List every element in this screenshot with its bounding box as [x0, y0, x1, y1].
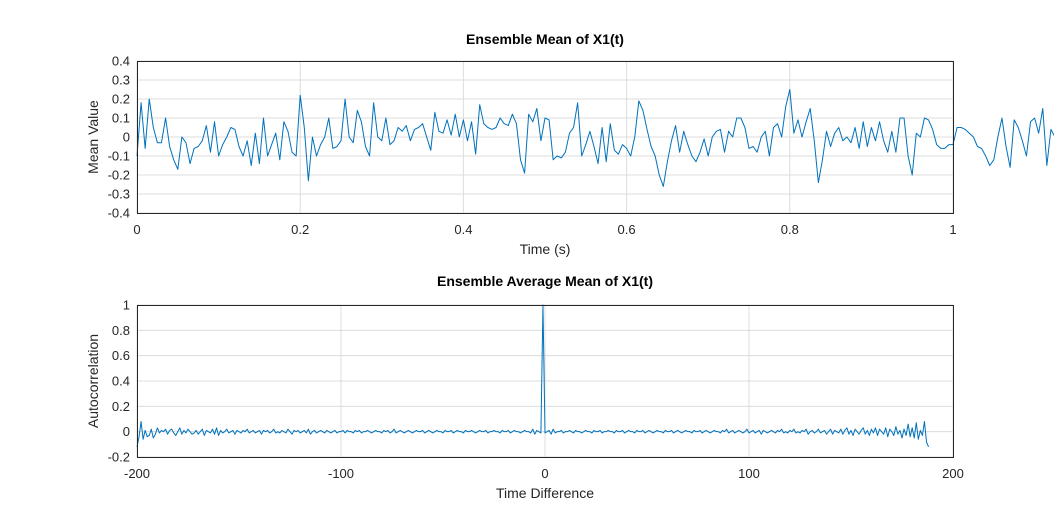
x-axis-label: Time Difference — [496, 485, 594, 501]
y-tick-label: 0 — [123, 424, 130, 439]
series-line — [136, 304, 929, 448]
y-tick-labels: 0.4 0.3 0.2 0.1 0 -0.1 -0.2 -0.3 -0.4 — [108, 54, 130, 221]
x-tick-label: -100 — [328, 466, 354, 481]
y-tick-label: -0.2 — [108, 168, 130, 183]
x-tick-labels: 0 0.2 0.4 0.6 0.8 1 — [133, 222, 956, 237]
x-tick-label: 0.2 — [291, 222, 309, 237]
x-tick-label: 0.8 — [781, 222, 799, 237]
y-tick-label: 0.8 — [112, 323, 130, 338]
plot-frame — [137, 305, 954, 458]
y-tick-label: 1 — [123, 298, 130, 313]
y-tick-label: 0.4 — [112, 374, 130, 389]
x-tick-label: 0.6 — [618, 222, 636, 237]
y-axis-label: Autocorrelation — [85, 334, 101, 428]
chart-title: Ensemble Mean of X1(t) — [466, 31, 624, 47]
grid — [136, 304, 954, 458]
y-tick-label: 0.1 — [112, 111, 130, 126]
y-tick-label: 0.2 — [112, 92, 130, 107]
subplot-ensemble-mean: Ensemble Mean of X1(t) 0 0.2 0.4 0.6 0.8 1 0.… — [85, 31, 1054, 257]
y-tick-label: 0.2 — [112, 399, 130, 414]
y-tick-label: -0.2 — [108, 450, 130, 465]
chart-title: Ensemble Average Mean of X1(t) — [437, 273, 653, 289]
y-tick-label: -0.3 — [108, 187, 130, 202]
series-line — [136, 89, 1054, 187]
subplot-autocorrelation: Ensemble Average Mean of X1(t) -200 -100 0… — [85, 273, 964, 501]
x-axis-label: Time (s) — [520, 241, 571, 257]
x-tick-label: 0 — [133, 222, 140, 237]
plot-frame — [137, 61, 954, 214]
y-tick-label: 0.4 — [112, 54, 130, 69]
x-tick-label: 1 — [949, 222, 956, 237]
y-axis-label: Mean Value — [85, 100, 101, 174]
x-tick-labels: -200 -100 0 100 200 — [124, 466, 964, 481]
x-tick-label: 100 — [738, 466, 760, 481]
y-tick-label: 0 — [123, 130, 130, 145]
x-tick-label: -200 — [124, 466, 150, 481]
y-tick-label: 0.3 — [112, 73, 130, 88]
y-tick-label: -0.1 — [108, 149, 130, 164]
grid — [136, 60, 954, 214]
y-tick-label: -0.4 — [108, 206, 130, 221]
y-tick-labels: 1 0.8 0.6 0.4 0.2 0 -0.2 — [108, 298, 130, 465]
x-tick-label: 0.4 — [454, 222, 472, 237]
x-tick-label: 0 — [541, 466, 548, 481]
y-tick-label: 0.6 — [112, 348, 130, 363]
x-tick-label: 200 — [942, 466, 964, 481]
